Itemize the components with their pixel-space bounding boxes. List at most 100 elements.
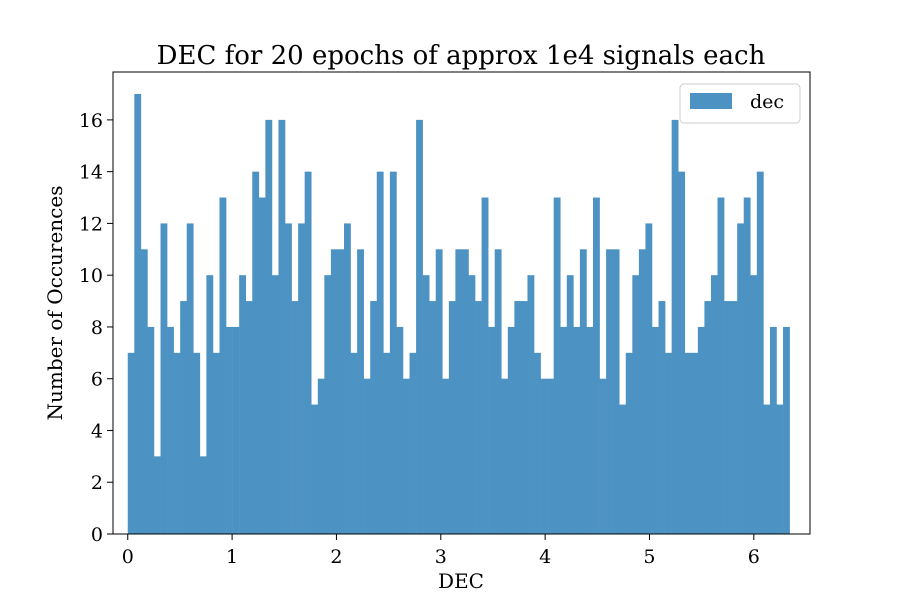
histogram-bar — [514, 301, 522, 534]
histogram-bar — [468, 275, 476, 534]
histogram-bar — [743, 197, 751, 534]
x-tick-label: 0 — [122, 546, 134, 568]
histogram-bar — [199, 456, 207, 534]
histogram-bar — [193, 352, 201, 534]
histogram-bar — [402, 378, 410, 534]
histogram-bar — [389, 171, 397, 534]
y-tick-label: 16 — [79, 110, 103, 132]
y-tick-label: 14 — [79, 162, 103, 184]
histogram-bar — [586, 326, 594, 534]
histogram-bar — [442, 378, 450, 534]
x-tick-label: 3 — [435, 546, 447, 568]
histogram-bar — [645, 223, 653, 535]
histogram-bar — [651, 326, 659, 534]
histogram-bar — [291, 301, 299, 534]
histogram-bar — [134, 94, 142, 534]
histogram-bar — [370, 301, 378, 534]
histogram-bar — [632, 275, 640, 534]
histogram-bar — [455, 249, 463, 534]
legend-label-dec: dec — [750, 91, 784, 113]
histogram-bar — [383, 352, 391, 534]
histogram-bar — [573, 326, 581, 534]
histogram-bar — [127, 352, 135, 534]
histogram-bar — [422, 275, 430, 534]
histogram-bar — [520, 301, 528, 534]
histogram-bar — [697, 326, 705, 534]
histogram-bar — [167, 326, 174, 534]
histogram-bar — [416, 119, 423, 534]
histogram-bar — [140, 249, 148, 534]
histogram-bar — [606, 249, 613, 534]
bars-group — [127, 94, 790, 535]
histogram-bar — [560, 326, 568, 534]
histogram-bar — [271, 275, 279, 534]
histogram-bar — [547, 378, 554, 534]
histogram-bar — [619, 404, 627, 534]
histogram-bar — [285, 223, 292, 535]
histogram-bar — [278, 119, 286, 534]
histogram-bar — [317, 378, 325, 534]
histogram-bar — [265, 119, 273, 534]
histogram-bar — [534, 352, 541, 534]
histogram-bar — [357, 249, 364, 534]
histogram-bar — [304, 171, 312, 534]
y-axis-label: Number of Occurences — [43, 186, 67, 421]
histogram-bar — [363, 378, 371, 534]
histogram-bar — [324, 275, 332, 534]
histogram-bar — [488, 326, 496, 534]
histogram-bar — [409, 352, 417, 534]
histogram-bar — [298, 223, 305, 535]
histogram-bar — [710, 275, 718, 534]
histogram-bar — [226, 326, 233, 534]
x-axis-label: DEC — [438, 569, 484, 593]
histogram-bar — [638, 249, 646, 534]
histogram-bar — [429, 301, 437, 534]
histogram-bar — [376, 171, 384, 534]
histogram-bar — [180, 301, 188, 534]
histogram-bar — [553, 197, 561, 534]
histogram-bar — [147, 326, 155, 534]
histogram-bar — [343, 223, 351, 535]
histogram-bar — [593, 197, 600, 534]
y-tick-label: 2 — [91, 472, 103, 494]
histogram-bar — [330, 249, 338, 534]
y-tick-label: 10 — [79, 265, 103, 287]
histogram-bar — [153, 456, 161, 534]
histogram-bar — [540, 378, 548, 534]
x-tick-label: 4 — [539, 546, 551, 568]
histogram-bar — [783, 326, 790, 534]
y-tick-label: 8 — [91, 317, 103, 339]
histogram-bar — [481, 197, 489, 534]
histogram-bar — [461, 249, 469, 534]
histogram-bar — [678, 171, 686, 534]
histogram-bar — [566, 275, 574, 534]
y-tick-label: 12 — [79, 213, 103, 235]
legend: dec — [679, 83, 801, 124]
histogram-bar — [350, 352, 358, 534]
histogram-bar — [658, 301, 666, 534]
chart-title: DEC for 20 epochs of approx 1e4 signals … — [157, 41, 766, 71]
histogram-bar — [579, 249, 587, 534]
legend-swatch-dec — [690, 93, 732, 109]
histogram-bar — [724, 301, 731, 534]
histogram-bar — [763, 404, 771, 534]
x-tick-label: 6 — [748, 546, 760, 568]
histogram-bar — [396, 326, 404, 534]
histogram-bar — [475, 301, 482, 534]
y-tick-label: 6 — [91, 369, 103, 391]
x-axis: 0 1 2 3 4 5 6 — [122, 534, 760, 568]
histogram-bar — [665, 352, 672, 534]
histogram-bar — [691, 352, 699, 534]
histogram-bar — [501, 378, 509, 534]
histogram-bar — [625, 352, 633, 534]
histogram-bar — [206, 275, 214, 534]
histogram-bar — [599, 378, 607, 534]
histogram-bar — [160, 223, 168, 535]
histogram-bar — [494, 249, 502, 534]
histogram-bar — [527, 275, 535, 534]
y-tick-label: 0 — [91, 524, 103, 546]
histogram-bar — [756, 171, 764, 534]
x-tick-label: 2 — [330, 546, 342, 568]
histogram-bar — [435, 249, 443, 534]
